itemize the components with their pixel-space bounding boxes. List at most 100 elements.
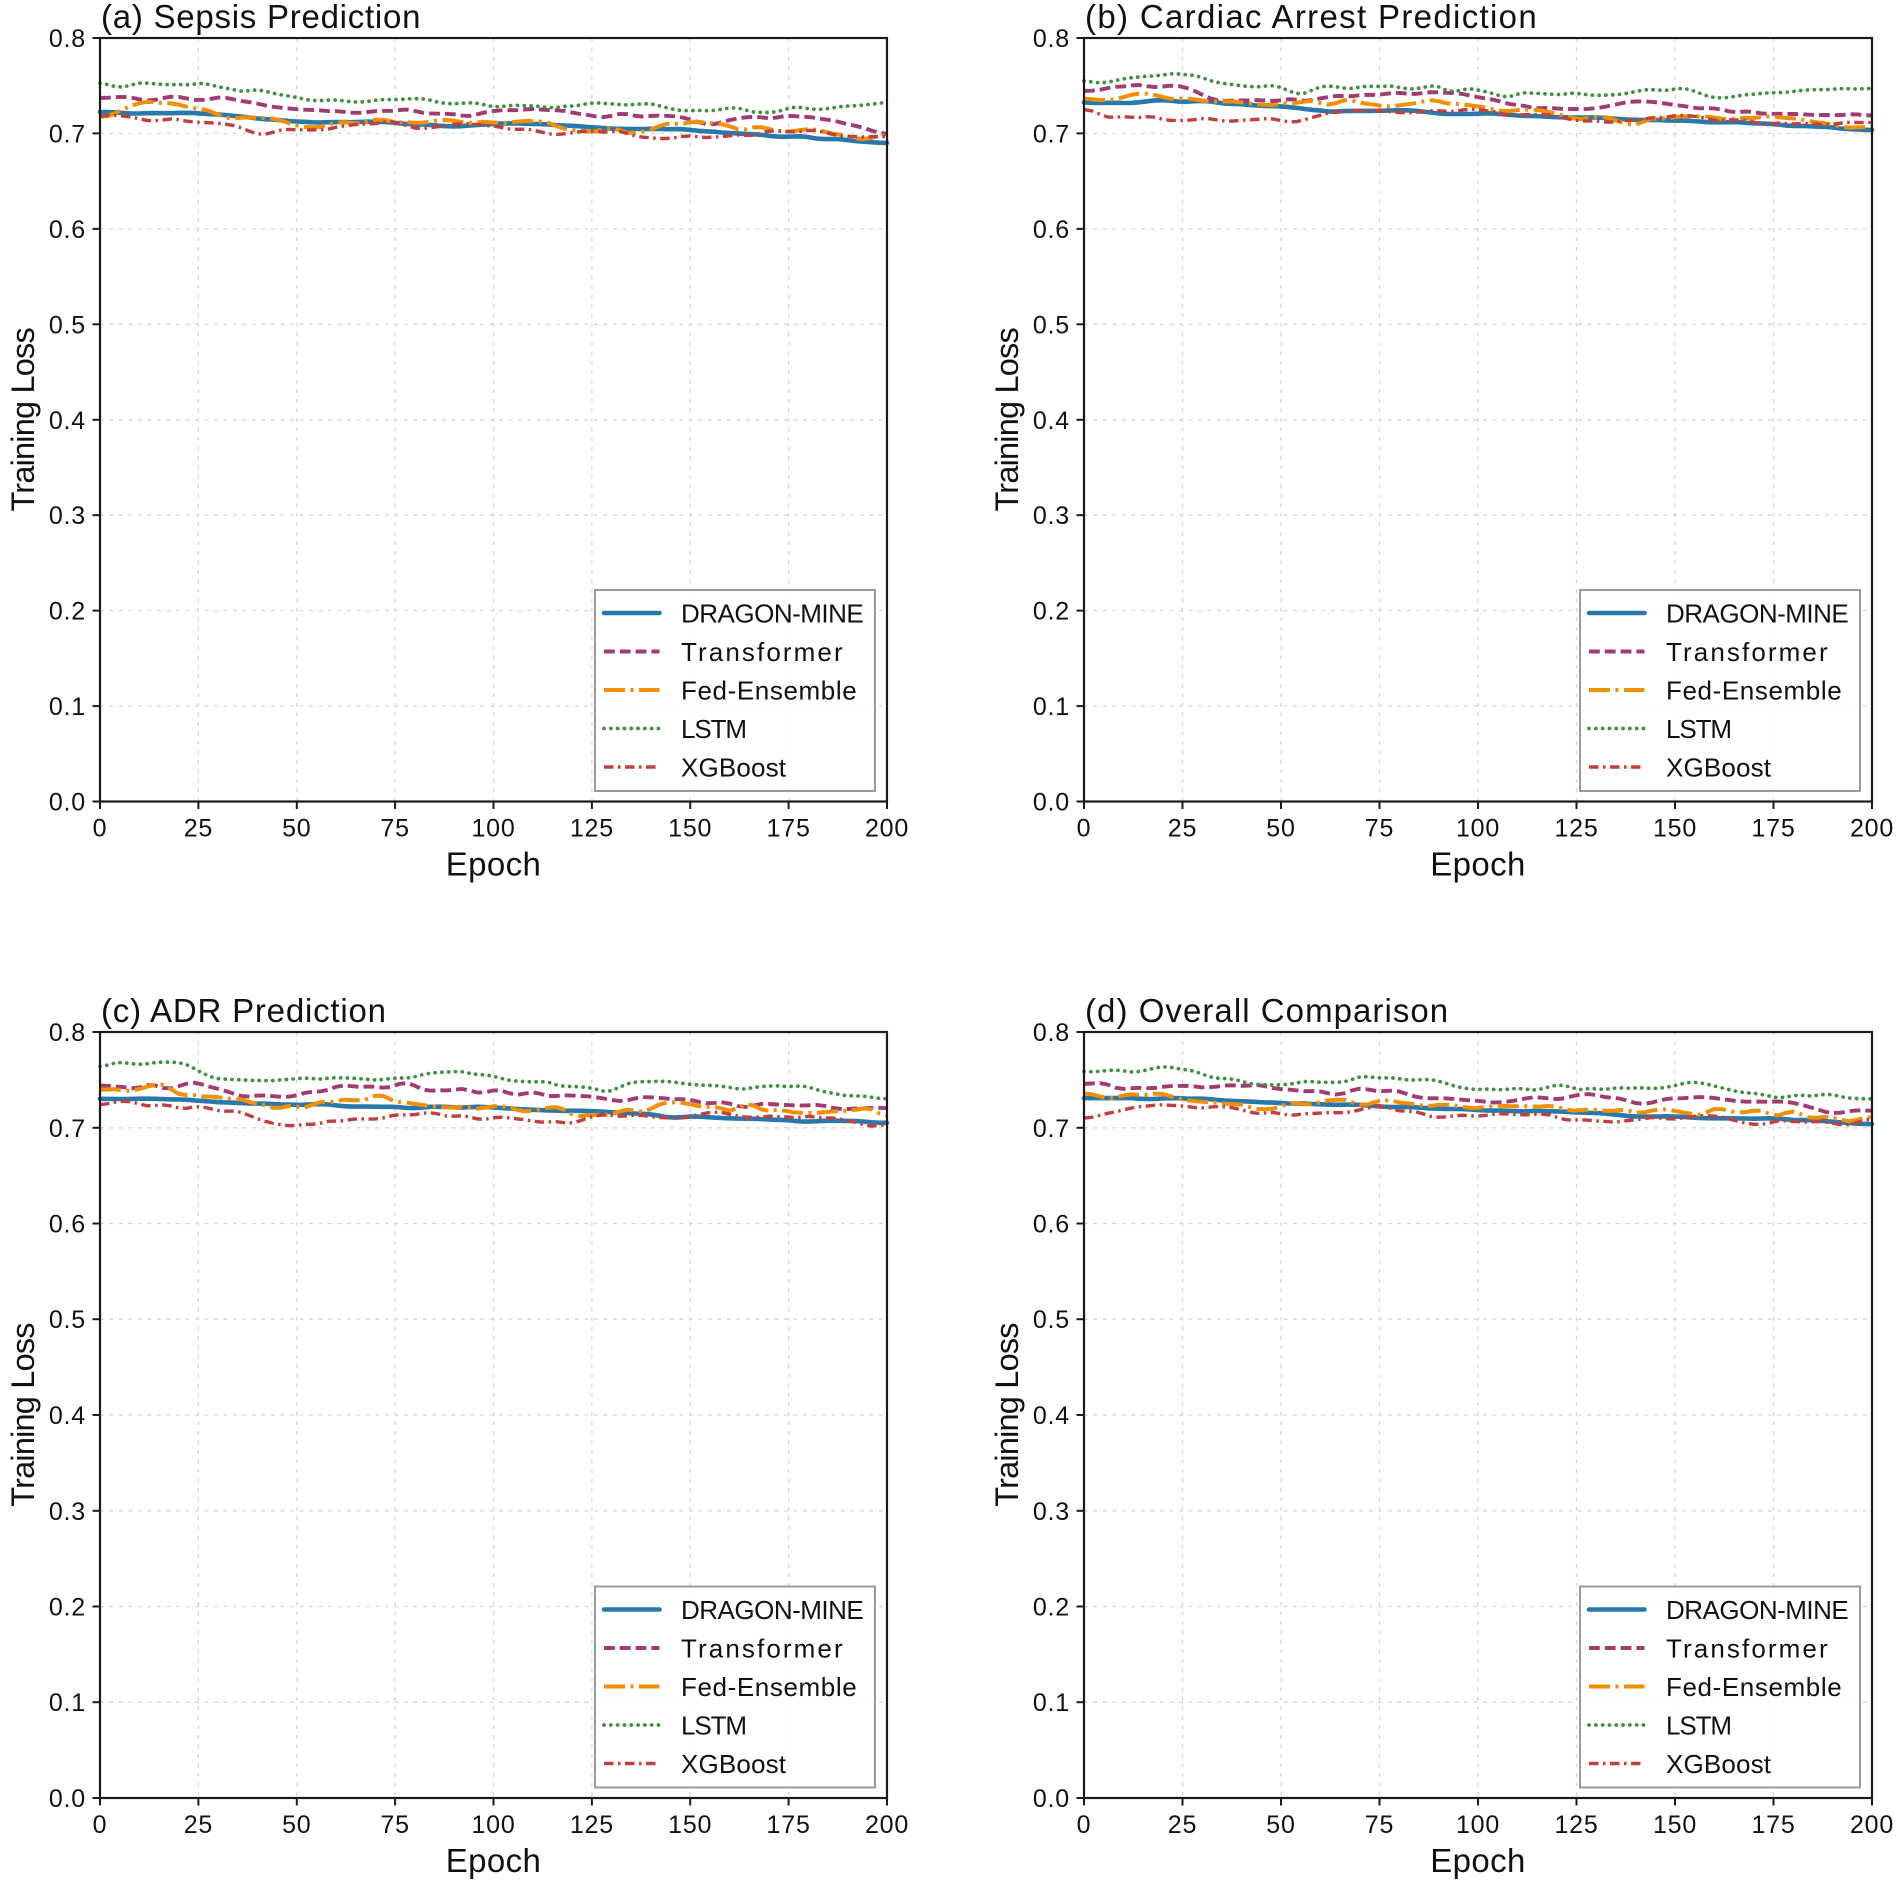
svg-text:Fed-Ensemble: Fed-Ensemble <box>681 676 857 706</box>
svg-text:0.1: 0.1 <box>49 693 86 721</box>
svg-text:0.0: 0.0 <box>49 1785 86 1813</box>
svg-text:Training Loss: Training Loss <box>5 1323 41 1507</box>
svg-text:200: 200 <box>865 1811 909 1839</box>
svg-text:0.7: 0.7 <box>49 120 86 148</box>
svg-text:Epoch: Epoch <box>1430 1842 1526 1879</box>
svg-text:(b) Cardiac Arrest Prediction: (b) Cardiac Arrest Prediction <box>1085 0 1538 35</box>
svg-text:125: 125 <box>1554 815 1598 843</box>
svg-text:Epoch: Epoch <box>1430 846 1526 883</box>
svg-text:75: 75 <box>380 815 409 843</box>
svg-text:0.0: 0.0 <box>1033 1785 1070 1813</box>
svg-text:100: 100 <box>471 815 515 843</box>
svg-text:50: 50 <box>1266 1811 1295 1839</box>
svg-text:DRAGON-MINE: DRAGON-MINE <box>681 599 863 629</box>
svg-text:(c) ADR Prediction: (c) ADR Prediction <box>101 992 387 1029</box>
svg-text:LSTM: LSTM <box>681 714 746 744</box>
svg-text:DRAGON-MINE: DRAGON-MINE <box>681 1595 863 1625</box>
svg-text:175: 175 <box>1751 1811 1795 1839</box>
svg-text:XGBoost: XGBoost <box>1666 1749 1772 1779</box>
svg-text:175: 175 <box>1751 815 1795 843</box>
svg-text:Transformer: Transformer <box>681 637 845 667</box>
svg-text:XGBoost: XGBoost <box>681 753 787 783</box>
svg-text:200: 200 <box>1850 1811 1894 1839</box>
svg-text:0.3: 0.3 <box>49 1498 86 1526</box>
svg-text:0.6: 0.6 <box>1033 216 1070 244</box>
svg-text:100: 100 <box>471 1811 515 1839</box>
svg-text:125: 125 <box>570 1811 614 1839</box>
svg-text:0.7: 0.7 <box>1033 120 1070 148</box>
svg-text:0: 0 <box>93 1811 108 1839</box>
svg-text:0.3: 0.3 <box>49 502 86 530</box>
svg-text:0.7: 0.7 <box>1033 1115 1070 1143</box>
svg-text:125: 125 <box>570 815 614 843</box>
svg-text:Transformer: Transformer <box>1666 1634 1830 1664</box>
svg-text:0.8: 0.8 <box>1033 25 1070 53</box>
svg-text:200: 200 <box>1850 815 1894 843</box>
svg-text:XGBoost: XGBoost <box>681 1749 787 1779</box>
svg-text:0.1: 0.1 <box>1033 1689 1070 1717</box>
svg-text:0.5: 0.5 <box>1033 311 1070 339</box>
svg-text:25: 25 <box>184 815 213 843</box>
svg-text:0.4: 0.4 <box>1033 1402 1070 1430</box>
svg-text:0.8: 0.8 <box>1033 1019 1070 1047</box>
svg-text:Training Loss: Training Loss <box>5 328 41 512</box>
svg-text:125: 125 <box>1554 1811 1598 1839</box>
svg-text:Training Loss: Training Loss <box>989 328 1025 512</box>
svg-text:175: 175 <box>767 815 811 843</box>
svg-text:(d) Overall Comparison: (d) Overall Comparison <box>1085 992 1449 1029</box>
svg-text:0.4: 0.4 <box>49 1402 86 1430</box>
svg-text:100: 100 <box>1456 1811 1500 1839</box>
svg-text:Fed-Ensemble: Fed-Ensemble <box>1666 1672 1842 1702</box>
svg-text:0.6: 0.6 <box>1033 1211 1070 1239</box>
svg-text:0.1: 0.1 <box>49 1689 86 1717</box>
svg-text:XGBoost: XGBoost <box>1666 753 1772 783</box>
svg-text:LSTM: LSTM <box>1666 714 1731 744</box>
svg-text:200: 200 <box>865 815 909 843</box>
svg-text:LSTM: LSTM <box>1666 1711 1731 1741</box>
svg-text:0.3: 0.3 <box>1033 1498 1070 1526</box>
svg-text:0.4: 0.4 <box>49 407 86 435</box>
svg-text:25: 25 <box>184 1811 213 1839</box>
svg-text:75: 75 <box>1365 815 1394 843</box>
svg-text:0: 0 <box>1077 815 1092 843</box>
svg-text:Epoch: Epoch <box>446 846 542 883</box>
svg-text:50: 50 <box>282 815 311 843</box>
svg-text:100: 100 <box>1456 815 1500 843</box>
svg-text:LSTM: LSTM <box>681 1711 746 1741</box>
svg-text:50: 50 <box>282 1811 311 1839</box>
svg-text:0.5: 0.5 <box>49 311 86 339</box>
svg-text:0.0: 0.0 <box>1033 789 1070 817</box>
svg-text:0: 0 <box>1077 1811 1092 1839</box>
svg-text:150: 150 <box>1653 1811 1697 1839</box>
svg-text:0.5: 0.5 <box>1033 1306 1070 1334</box>
svg-text:Fed-Ensemble: Fed-Ensemble <box>1666 676 1842 706</box>
svg-text:0.2: 0.2 <box>1033 598 1070 626</box>
svg-text:0.3: 0.3 <box>1033 502 1070 530</box>
svg-text:0: 0 <box>93 815 108 843</box>
svg-text:Transformer: Transformer <box>1666 637 1830 667</box>
svg-text:50: 50 <box>1266 815 1295 843</box>
svg-text:(a) Sepsis Prediction: (a) Sepsis Prediction <box>101 0 421 35</box>
svg-text:0.2: 0.2 <box>49 1594 86 1622</box>
svg-text:0.8: 0.8 <box>49 25 86 53</box>
svg-text:75: 75 <box>380 1811 409 1839</box>
svg-text:DRAGON-MINE: DRAGON-MINE <box>1666 1595 1848 1625</box>
svg-text:Training Loss: Training Loss <box>989 1323 1025 1507</box>
svg-text:0.7: 0.7 <box>49 1115 86 1143</box>
svg-text:Epoch: Epoch <box>446 1842 542 1879</box>
svg-text:0.8: 0.8 <box>49 1019 86 1047</box>
svg-text:0.2: 0.2 <box>1033 1594 1070 1622</box>
svg-text:0.2: 0.2 <box>49 598 86 626</box>
svg-text:DRAGON-MINE: DRAGON-MINE <box>1666 599 1848 629</box>
svg-text:Transformer: Transformer <box>681 1634 845 1664</box>
svg-text:0.6: 0.6 <box>49 1211 86 1239</box>
svg-text:25: 25 <box>1168 1811 1197 1839</box>
svg-text:0.6: 0.6 <box>49 216 86 244</box>
svg-text:75: 75 <box>1365 1811 1394 1839</box>
svg-text:175: 175 <box>767 1811 811 1839</box>
svg-text:0.1: 0.1 <box>1033 693 1070 721</box>
svg-text:150: 150 <box>1653 815 1697 843</box>
svg-text:Fed-Ensemble: Fed-Ensemble <box>681 1672 857 1702</box>
svg-text:150: 150 <box>668 1811 712 1839</box>
svg-text:150: 150 <box>668 815 712 843</box>
